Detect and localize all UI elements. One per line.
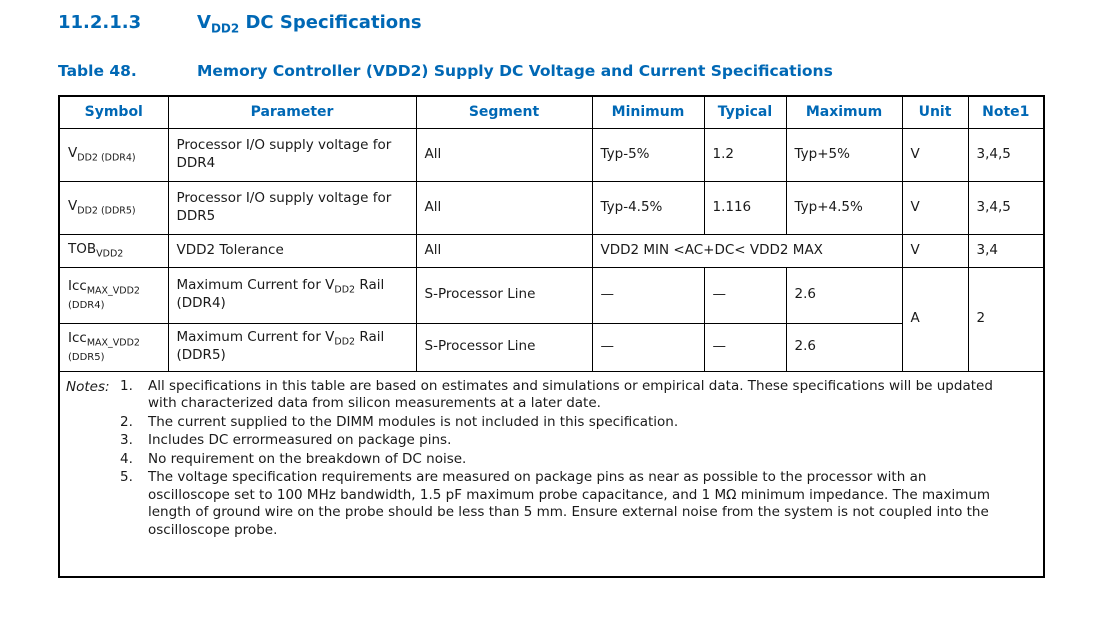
table-caption-label: Table 48. bbox=[58, 62, 137, 80]
section-title: VDD2 DC Specifications bbox=[197, 12, 422, 36]
note-number: 2. bbox=[120, 413, 133, 430]
segment-cell: All bbox=[415, 127, 593, 182]
maximum-cell: Typ+4.5% bbox=[785, 180, 903, 235]
minimum-cell: Typ-4.5% bbox=[591, 180, 705, 235]
parameter-cell: Maximum Current for VDD2 Rail (DDR5) bbox=[167, 322, 417, 372]
note-text: Includes DC errormeasured on package pin… bbox=[148, 432, 452, 449]
spec-table: Symbol Parameter Segment Minimum Typical… bbox=[58, 95, 1045, 578]
symbol-cell: IccMAX_VDD2 (DDR4) bbox=[58, 266, 169, 324]
minimum-cell: Typ-5% bbox=[591, 127, 705, 182]
parameter-cell: VDD2 Tolerance bbox=[167, 233, 417, 268]
maximum-cell: Typ+5% bbox=[785, 127, 903, 182]
parameter-cell: Processor I/O supply voltage for DDR4 bbox=[167, 127, 417, 182]
note-item: 2. The current supplied to the DIMM modu… bbox=[120, 414, 1035, 432]
table-row-tob-vdd2: TOBVDD2 VDD2 Tolerance All VDD2 MIN <AC+… bbox=[58, 233, 1045, 268]
section-number: 11.2.1.3 bbox=[58, 12, 142, 33]
note-text: The current supplied to the DIMM modules… bbox=[148, 413, 679, 430]
range-cell: VDD2 MIN <AC+DC< VDD2 MAX bbox=[591, 233, 903, 268]
typical-cell: 1.2 bbox=[703, 127, 787, 182]
segment-cell: S-Processor Line bbox=[415, 322, 593, 372]
unit-cell: V bbox=[901, 233, 969, 268]
note-text: No requirement on the breakdown of DC no… bbox=[148, 450, 467, 467]
note-cell: 3,4,5 bbox=[967, 127, 1045, 182]
typical-cell: — bbox=[703, 266, 787, 324]
note-item: 4. No requirement on the breakdown of DC… bbox=[120, 451, 1035, 469]
table-header-row: Symbol Parameter Segment Minimum Typical… bbox=[58, 95, 1045, 129]
symbol-cell: VDD2 (DDR5) bbox=[58, 180, 169, 235]
table-row-iccmax-ddr5: IccMAX_VDD2 (DDR5) Maximum Current for VD… bbox=[58, 322, 1044, 372]
notes-cell: Notes: 1. All specifications in this tab… bbox=[58, 370, 1045, 578]
parameter-cell: Processor I/O supply voltage for DDR5 bbox=[167, 180, 417, 235]
unit-cell-merged: A bbox=[901, 266, 969, 372]
typical-cell: — bbox=[703, 322, 787, 372]
col-header-note: Note1 bbox=[967, 95, 1045, 129]
note-item: 1. All specifications in this table are … bbox=[120, 378, 1035, 413]
symbol-cell: VDD2 (DDR4) bbox=[58, 127, 169, 182]
notes-list: 1. All specifications in this table are … bbox=[120, 378, 1035, 541]
table-row-iccmax-ddr4: IccMAX_VDD2 (DDR4) Maximum Current for VD… bbox=[58, 266, 1045, 372]
maximum-cell: 2.6 bbox=[785, 322, 903, 372]
col-header-segment: Segment bbox=[415, 95, 593, 129]
note-item: 3. Includes DC errormeasured on package … bbox=[120, 432, 1035, 450]
unit-cell: V bbox=[901, 127, 969, 182]
table-row-vdd2-ddr4: VDD2 (DDR4) Processor I/O supply voltage… bbox=[58, 127, 1045, 182]
col-header-minimum: Minimum bbox=[591, 95, 705, 129]
col-header-typical: Typical bbox=[703, 95, 787, 129]
note-number: 1. bbox=[120, 377, 133, 394]
col-header-symbol: Symbol bbox=[58, 95, 169, 129]
typical-cell: 1.116 bbox=[703, 180, 787, 235]
note-cell: 3,4,5 bbox=[967, 180, 1045, 235]
minimum-cell: — bbox=[591, 266, 705, 324]
segment-cell: All bbox=[415, 233, 593, 268]
notes-label: Notes: bbox=[66, 378, 110, 395]
note-number: 3. bbox=[120, 432, 133, 449]
note-text: The voltage specification requirements a… bbox=[148, 469, 991, 538]
note-cell: 3,4 bbox=[967, 233, 1045, 268]
table-notes-row: Notes: 1. All specifications in this tab… bbox=[58, 370, 1045, 578]
note-number: 5. bbox=[120, 469, 133, 486]
parameter-cell: Maximum Current for VDD2 Rail (DDR4) bbox=[167, 266, 417, 324]
table-caption-title: Memory Controller (VDD2) Supply DC Volta… bbox=[197, 62, 833, 80]
table-caption: Table 48. Memory Controller (VDD2) Suppl… bbox=[58, 62, 833, 80]
segment-cell: S-Processor Line bbox=[415, 266, 593, 324]
note-number: 4. bbox=[120, 450, 133, 467]
col-header-parameter: Parameter bbox=[167, 95, 417, 129]
maximum-cell: 2.6 bbox=[785, 266, 903, 324]
symbol-cell: TOBVDD2 bbox=[58, 233, 169, 268]
note-item: 5. The voltage specification requirement… bbox=[120, 469, 1035, 539]
unit-cell: V bbox=[901, 180, 969, 235]
note-cell-merged: 2 bbox=[967, 266, 1045, 372]
minimum-cell: — bbox=[591, 322, 705, 372]
col-header-unit: Unit bbox=[901, 95, 969, 129]
col-header-maximum: Maximum bbox=[785, 95, 903, 129]
note-text: All specifications in this table are bas… bbox=[148, 377, 993, 412]
segment-cell: All bbox=[415, 180, 593, 235]
notes-block: Notes: 1. All specifications in this tab… bbox=[66, 378, 1035, 541]
section-heading: 11.2.1.3 VDD2 DC Specifications bbox=[58, 12, 422, 36]
symbol-cell: IccMAX_VDD2 (DDR5) bbox=[58, 322, 169, 372]
table-row-vdd2-ddr5: VDD2 (DDR5) Processor I/O supply voltage… bbox=[58, 180, 1045, 235]
